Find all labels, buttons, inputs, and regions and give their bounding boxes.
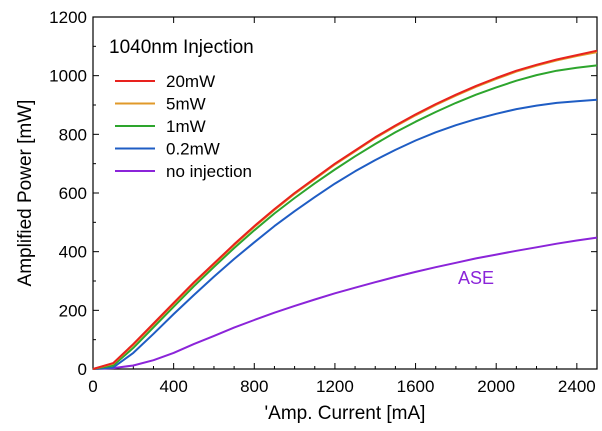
axes-layer: 0 400 800 1200 1600 2000 2400 0 200 400 600 800 1000…: [15, 8, 598, 424]
series-layer: [92, 49, 598, 370]
x-tick-label: 2000: [477, 377, 515, 396]
x-tick-label: 0: [88, 377, 97, 396]
y-tick-label: 1000: [49, 67, 87, 86]
legend-label: 5mW: [166, 95, 206, 114]
y-axis-title: Amplified Power [mW]: [15, 100, 36, 287]
legend-label: no injection: [166, 162, 252, 181]
legend-label: 20mW: [166, 72, 215, 91]
legend-label: 1mW: [166, 117, 206, 136]
series-line-0.2mw: [92, 98, 598, 370]
series-line-1mw: [92, 64, 598, 370]
series-line-no-injection: [92, 236, 598, 370]
y-tick-label: 400: [59, 243, 87, 262]
y-tick-label: 200: [59, 301, 87, 320]
legend-title: 1040nm Injection: [109, 37, 254, 58]
y-tick-label: 1200: [49, 8, 87, 27]
y-tick-label: 0: [78, 360, 87, 379]
legend-label: 0.2mW: [166, 140, 220, 159]
annotation-label: ASE: [458, 268, 494, 288]
x-tick-label: 400: [159, 377, 187, 396]
x-tick-label: 2400: [558, 377, 596, 396]
series-line-20mw: [92, 49, 598, 370]
y-tick-label: 600: [59, 184, 87, 203]
x-tick-label: 1600: [397, 377, 435, 396]
x-tick-label: 1200: [316, 377, 354, 396]
x-tick-label: 800: [240, 377, 268, 396]
x-axis-title: 'Amp. Current [mA]: [265, 403, 426, 424]
y-tick-label: 800: [59, 125, 87, 144]
legend: 1040nm Injection 20mW 5mW 1mW 0.2mW no inje…: [109, 37, 254, 181]
annotations: ASE: [458, 268, 494, 288]
